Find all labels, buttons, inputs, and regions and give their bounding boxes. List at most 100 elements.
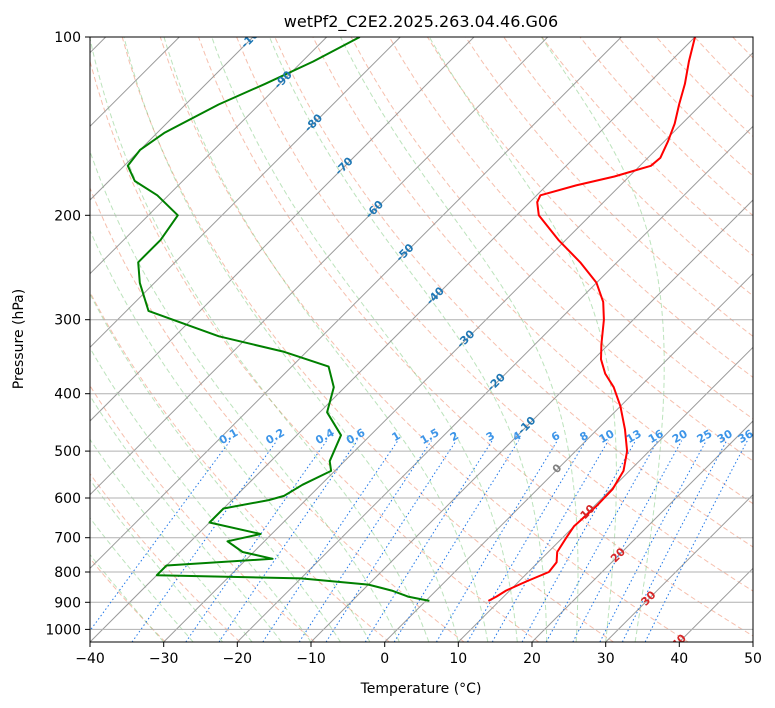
isotherms xyxy=(90,37,753,642)
mixing-ratio-label: 10 xyxy=(597,427,617,446)
moist-adiabat-line xyxy=(90,479,223,642)
mixing-ratio-label: 6 xyxy=(549,429,562,444)
mixing-ratio-line xyxy=(298,440,432,642)
dewpoint-line xyxy=(126,37,430,602)
mixing-ratio-label: 16 xyxy=(646,427,666,446)
dry-adiabat-line xyxy=(90,384,316,642)
y-tick-label: 700 xyxy=(54,531,81,547)
mixing-ratio-labels: 0.1 0.2 0.4 0.6 1 1.5 2 3 4 6 8 10 13 16 20 25 30 36 xyxy=(217,426,756,447)
chart-title: wetPf2_C2E2.2025.263.04.46.G06 xyxy=(284,12,558,32)
temperature-line xyxy=(487,37,696,602)
dry-adiabat-line xyxy=(541,37,753,257)
moist-adiabat-line xyxy=(90,438,253,642)
y-axis-ticks: 100 200 300 400 500 600 700 800 900 1000 xyxy=(45,30,90,638)
x-axis-label: Temperature (°C) xyxy=(360,681,482,697)
mixing-ratio-line xyxy=(545,440,659,642)
mixing-ratio-line xyxy=(131,440,278,642)
x-tick-label: 50 xyxy=(744,651,762,667)
mixing-ratio-line xyxy=(393,440,520,642)
dry-adiabat-line xyxy=(426,37,753,378)
isotherm-label: 40 xyxy=(669,631,689,651)
mixing-ratio-line xyxy=(262,440,399,642)
mixing-ratio-line xyxy=(90,440,231,632)
mixing-ratio-line xyxy=(435,440,558,642)
moist-adiabat-line xyxy=(540,37,665,642)
mixing-ratio-label: 25 xyxy=(695,427,715,446)
dry-adiabat-line xyxy=(732,37,753,59)
mixing-ratio-label: 3 xyxy=(484,429,497,444)
isotherm-line xyxy=(384,272,753,642)
pressure-gridlines xyxy=(90,37,753,630)
y-tick-label: 900 xyxy=(54,595,81,611)
mixing-ratio-label: 30 xyxy=(715,427,735,446)
dry-adiabats xyxy=(90,37,775,642)
isotherm-line xyxy=(678,567,753,642)
dry-adiabat-line xyxy=(350,37,753,462)
mixing-ratio-line xyxy=(185,440,328,642)
mixing-ratio-label: 0.4 xyxy=(313,426,337,447)
mixing-ratio-line xyxy=(218,440,358,642)
mixing-ratio-line xyxy=(521,440,637,642)
y-tick-label: 200 xyxy=(54,208,81,224)
isotherm-line xyxy=(90,37,254,201)
moist-adiabat-line xyxy=(90,394,282,642)
moist-adiabat-line xyxy=(340,37,579,642)
mixing-ratio-line xyxy=(599,440,707,642)
isotherm-line xyxy=(531,420,753,642)
moist-adiabat-line xyxy=(90,293,341,642)
isotherm-line xyxy=(90,37,549,496)
x-tick-label: −40 xyxy=(75,651,105,667)
moist-adiabat-line xyxy=(123,37,459,642)
mixing-ratio-label: 1.5 xyxy=(418,426,441,447)
dry-adiabat-line xyxy=(274,37,753,548)
x-tick-label: 30 xyxy=(597,651,615,667)
y-tick-label: 1000 xyxy=(45,622,81,638)
y-tick-label: 100 xyxy=(54,30,81,46)
moist-adiabat-line xyxy=(90,347,312,642)
x-tick-label: 20 xyxy=(523,651,541,667)
dry-adiabat-line xyxy=(388,37,753,420)
isotherm-line xyxy=(752,641,753,642)
isotherm-line xyxy=(457,346,753,642)
dry-adiabat-line xyxy=(771,37,775,642)
mixing-ratio-label: 0.2 xyxy=(263,426,286,447)
y-tick-label: 300 xyxy=(54,313,81,329)
isotherm-line xyxy=(310,199,753,642)
mixing-ratio-label: 8 xyxy=(577,429,590,444)
dry-adiabat-line xyxy=(90,291,390,642)
dry-adiabat-line xyxy=(90,472,241,642)
mixing-ratio-line xyxy=(467,440,587,642)
moist-adiabat-line xyxy=(211,37,518,642)
isotherm-line xyxy=(90,37,475,422)
mixing-ratio-line xyxy=(572,440,683,642)
y-tick-label: 600 xyxy=(54,491,81,507)
isotherm-line xyxy=(90,37,696,642)
y-tick-label: 800 xyxy=(54,565,81,581)
dry-adiabat-line xyxy=(198,37,753,637)
mixing-ratio-line xyxy=(644,440,748,642)
mixing-ratio-line xyxy=(491,440,609,642)
isotherm-line xyxy=(163,51,753,642)
y-tick-label: 400 xyxy=(54,387,81,403)
mixing-ratio-lines xyxy=(90,440,748,642)
moist-adiabat-line xyxy=(90,37,430,642)
isotherm-line xyxy=(90,37,622,570)
sounding-series xyxy=(126,37,696,602)
plot-frame xyxy=(89,36,754,643)
isotherm-label: 0 xyxy=(550,461,565,476)
dry-adiabat-line xyxy=(90,186,465,642)
isotherm-line xyxy=(236,125,753,642)
dry-adiabat-line xyxy=(236,37,753,592)
moist-adiabat-line xyxy=(90,229,371,642)
x-axis-ticks: −40 −30 −20 −10 0 10 20 30 40 50 xyxy=(75,642,762,667)
dry-adiabat-line xyxy=(90,59,540,642)
moist-adiabat-line xyxy=(163,37,489,642)
dry-adiabat-line xyxy=(503,37,753,297)
mixing-ratio-label: 0.6 xyxy=(344,426,368,447)
isotherm-line xyxy=(90,37,328,275)
mixing-ratio-line xyxy=(325,440,457,642)
dry-adiabat-line xyxy=(694,37,753,98)
moist-adiabat-line xyxy=(90,517,194,642)
